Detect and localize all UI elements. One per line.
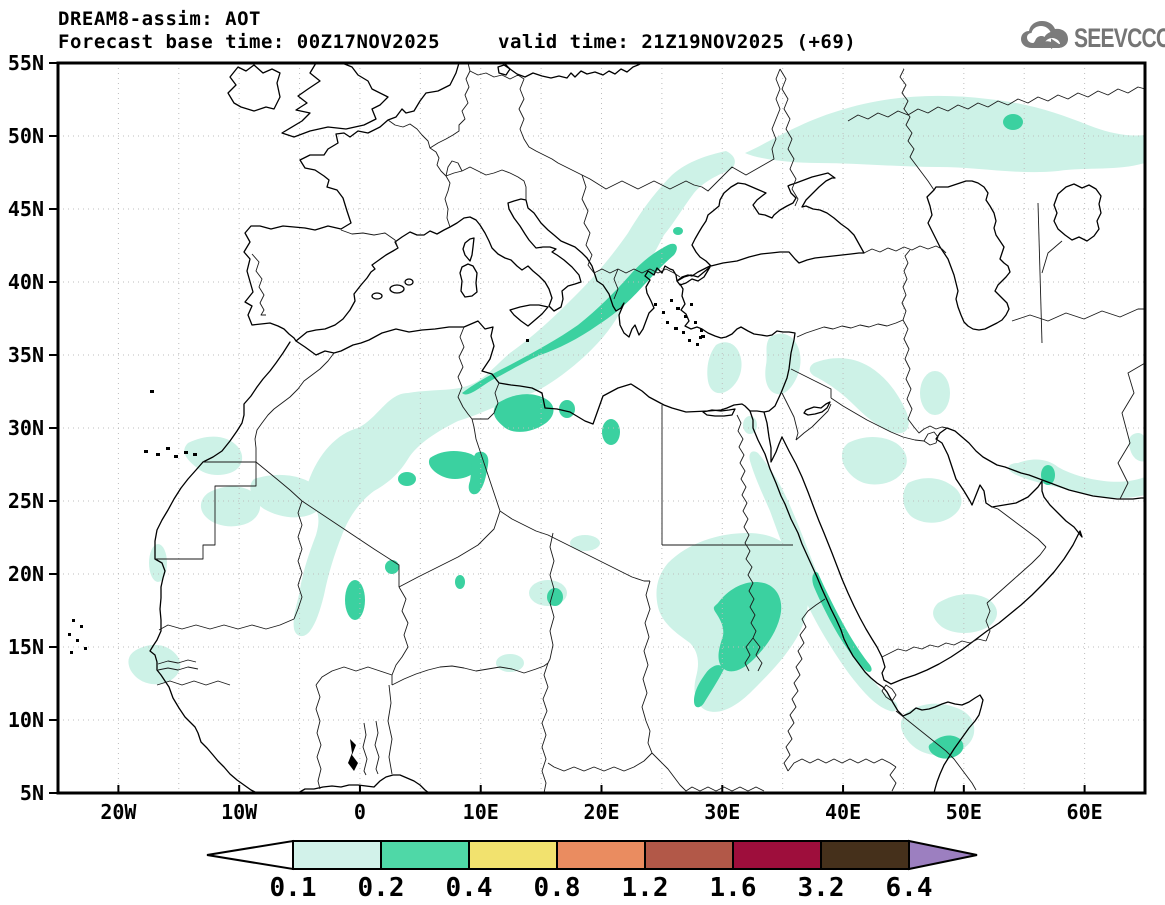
lat-tick-label: 5N bbox=[20, 781, 44, 805]
colorbar-label: 0.1 bbox=[270, 873, 317, 903]
lat-tick-label: 20N bbox=[8, 562, 44, 586]
lat-tick-label: 25N bbox=[8, 489, 44, 513]
colorbar: 0.1 0.2 0.4 0.8 1.2 1.6 3.2 6.4 bbox=[206, 839, 978, 903]
colorbar-label: 1.6 bbox=[710, 873, 757, 903]
colorbar-label: 0.4 bbox=[446, 873, 493, 903]
logo-text: SEEVCCC bbox=[1074, 22, 1165, 53]
lon-tick-label: 60E bbox=[1067, 800, 1103, 824]
colorbar-segment bbox=[820, 840, 910, 870]
colorbar-label: 6.4 bbox=[886, 873, 933, 903]
country-borders bbox=[155, 62, 1146, 794]
lat-tick-label: 55N bbox=[8, 51, 44, 75]
lat-tick-label: 30N bbox=[8, 416, 44, 440]
nile-river bbox=[736, 414, 763, 672]
colorbar-left-arrow bbox=[206, 839, 294, 871]
forecast-base-time: Forecast base time: 00Z17NOV2025 bbox=[58, 31, 441, 53]
valid-time: valid time: 21Z19NOV2025 (+69) bbox=[498, 31, 857, 53]
colorbar-segment bbox=[556, 840, 646, 870]
colorbar-right-arrow bbox=[908, 839, 978, 871]
lon-tick-label: 30E bbox=[704, 800, 740, 824]
colorbar-label: 0.8 bbox=[534, 873, 581, 903]
forecast-map: 55N 50N 45N 40N 35N 30N 25N 20N 15N 10N 5N 20W 10W 0 1… bbox=[8, 51, 1147, 824]
lon-tick-label: 0 bbox=[354, 800, 366, 824]
cloud-logo-icon bbox=[1018, 16, 1074, 60]
lon-tick-label: 20W bbox=[100, 800, 137, 824]
axis-labels: 55N 50N 45N 40N 35N 30N 25N 20N 15N 10N 5N 20W 10W 0 1… bbox=[8, 51, 1103, 824]
colorbar-label: 3.2 bbox=[798, 873, 845, 903]
colorbar-segment bbox=[732, 840, 822, 870]
lon-tick-label: 10E bbox=[463, 800, 499, 824]
colorbar-label: 0.2 bbox=[358, 873, 405, 903]
colorbar-segment bbox=[468, 840, 558, 870]
colorbar-segment bbox=[292, 840, 382, 870]
coastlines bbox=[149, 62, 1146, 794]
colorbar-segment bbox=[644, 840, 734, 870]
lat-tick-label: 50N bbox=[8, 124, 44, 148]
map-frame bbox=[56, 61, 1147, 795]
colorbar-segment bbox=[380, 840, 470, 870]
forecast-subtitle: Forecast base time: 00Z17NOV2025 valid ti… bbox=[58, 31, 856, 54]
aot-shading-regions bbox=[128, 95, 1145, 759]
lat-tick-label: 45N bbox=[8, 197, 44, 221]
lat-tick-label: 10N bbox=[8, 708, 44, 732]
lat-tick-label: 15N bbox=[8, 635, 44, 659]
seevccc-logo: SEEVCCC bbox=[1018, 16, 1165, 60]
colorbar-label: 1.2 bbox=[622, 873, 669, 903]
title-block: DREAM8-assim: AOT Forecast base time: 00… bbox=[58, 8, 856, 54]
lon-tick-label: 10W bbox=[221, 800, 258, 824]
lat-tick-label: 35N bbox=[8, 343, 44, 367]
lat-tick-label: 40N bbox=[8, 270, 44, 294]
lon-tick-label: 20E bbox=[583, 800, 619, 824]
lon-tick-label: 50E bbox=[946, 800, 982, 824]
lon-tick-label: 40E bbox=[825, 800, 861, 824]
page-title: DREAM8-assim: AOT bbox=[58, 8, 261, 30]
graticule-grid bbox=[58, 63, 1145, 793]
small-island-dots bbox=[68, 299, 705, 771]
axis-ticks bbox=[49, 62, 1086, 794]
